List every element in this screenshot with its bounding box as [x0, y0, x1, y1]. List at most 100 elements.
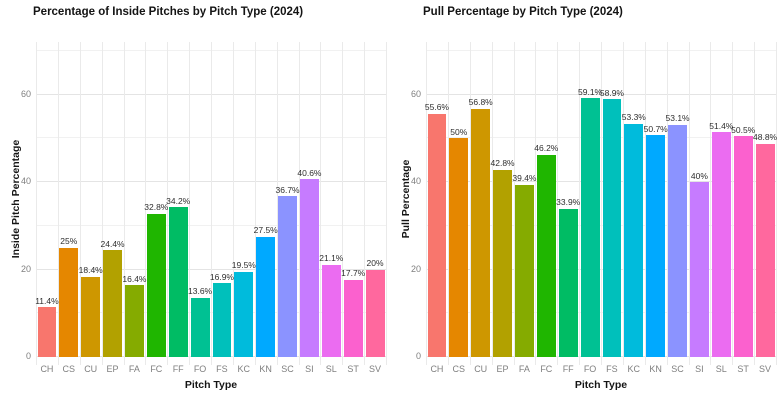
bar-ch [427, 113, 447, 357]
x-tick-label-fo: FO [193, 364, 207, 374]
chart-pull-percentage: Pull Percentage by Pitch Type (2024) Pul… [390, 0, 780, 402]
bar-value-label: 42.8% [490, 158, 515, 169]
gridline-vertical [36, 42, 37, 365]
bar-cell-sv: 48.8% [753, 42, 778, 357]
y-tick-label: 60 [410, 88, 421, 99]
gridline-vertical [211, 42, 212, 365]
bar-sl [711, 132, 731, 357]
bar-cell-ff: 34.2% [166, 42, 191, 357]
bar-cell-sc: 53.1% [666, 42, 690, 357]
gridline-vertical [298, 42, 300, 365]
bar-value-label: 46.2% [534, 143, 559, 154]
x-tick-label-sv: SV [369, 364, 382, 374]
bar-ch [37, 307, 57, 357]
x-tick-label-st: ST [347, 364, 359, 374]
gridline-vertical [123, 42, 125, 365]
y-tick-label: 60 [20, 88, 31, 99]
bar-value-label: 34.2% [166, 195, 191, 206]
gridline-vertical [254, 42, 256, 365]
bar-value-label: 39.4% [512, 173, 537, 184]
gridline-vertical [386, 42, 387, 365]
bar-cs [59, 247, 79, 357]
bar-value-label: 24.4% [100, 238, 125, 249]
bar-value-label: 56.8% [468, 97, 493, 107]
bar-value-label: 27.5% [253, 225, 278, 236]
bar-cell-ch: 11.4% [35, 42, 59, 357]
x-tick-label-fs: FS [606, 364, 618, 374]
x-tick-label-ep: EP [106, 364, 119, 374]
bar-sc [278, 196, 297, 357]
gridline-vertical [167, 42, 169, 365]
x-tick-label-si: SI [695, 364, 704, 374]
gridline-vertical [666, 42, 668, 365]
y-tick-label: 40 [20, 176, 31, 186]
gridline-vertical [622, 42, 624, 365]
bar-kc [624, 123, 644, 357]
gridline-vertical [732, 42, 734, 365]
gridline-vertical [557, 42, 559, 365]
gridline-vertical [145, 42, 147, 365]
bar-st [733, 136, 753, 357]
bar-fs [212, 283, 232, 357]
bar-value-label: 11.4% [35, 295, 59, 306]
x-tick-label-fo: FO [583, 364, 597, 374]
y-axis-ticks: 0 20 40 60 [390, 42, 421, 361]
gridline-vertical [491, 42, 493, 365]
bar-cell-si: 40% [689, 42, 711, 357]
x-tick-label-si: SI [305, 364, 314, 374]
bar-value-label: 59.1% [578, 86, 603, 97]
bar-value-label: 51.4% [709, 120, 734, 131]
x-tick-label-sl: SL [325, 364, 337, 374]
bar-ff [558, 208, 578, 357]
x-axis-ticks: CH CS CU EP FA FC FF FO FS KC KN SC SI SL ST SV [36, 363, 386, 375]
x-tick-label-kn: KN [259, 364, 272, 374]
bar-value-label: 53.3% [621, 112, 646, 123]
bar-cell-sv: 20% [364, 42, 386, 357]
bar-sv [755, 143, 775, 357]
y-tick-label: 20 [20, 263, 31, 274]
gridline-vertical [447, 42, 449, 365]
x-tick-label-st: ST [737, 364, 749, 374]
plot-panel: 55.6% 50% 56.8% 42.8% 39.4% 46.2% 33.9% 59.1% 58… [425, 42, 778, 365]
bar-cell-cu: 56.8% [468, 42, 493, 357]
bar-cell-st: 50.5% [731, 42, 755, 357]
bars: 11.4% 25% 18.4% 24.4% 16.4% 32.8% 34.2% 13.6% 16… [35, 42, 386, 357]
bar-cell-kc: 19.5% [232, 42, 256, 357]
plot-panel: 11.4% 25% 18.4% 24.4% 16.4% 32.8% 34.2% 13.6% 16… [35, 42, 387, 365]
gridline-vertical [364, 42, 366, 365]
bar-cell-kc: 53.3% [621, 42, 646, 357]
bar-value-label: 33.9% [556, 197, 581, 208]
bar-value-label: 21.1% [319, 253, 344, 264]
bar-value-label: 16.4% [122, 273, 147, 284]
x-tick-label-cs: CS [452, 364, 466, 374]
gridline-vertical [426, 42, 427, 365]
x-tick-label-ch: CH [430, 364, 444, 374]
gridline-vertical [710, 42, 712, 365]
gridline-vertical [232, 42, 234, 365]
bar-cell-kn: 27.5% [253, 42, 278, 357]
gridline-vertical [754, 42, 756, 365]
bar-value-label: 48.8% [753, 132, 778, 142]
bar-fs [602, 99, 622, 357]
x-tick-label-sl: SL [715, 364, 727, 374]
x-axis-ticks: CH CS CU EP FA FC FF FO FS KC KN SC SI SL ST SV [426, 363, 776, 375]
gridline-vertical [579, 42, 581, 365]
gridline-vertical [601, 42, 602, 365]
bar-st [343, 279, 363, 357]
gridline-vertical [79, 42, 81, 365]
gridline-vertical [513, 42, 515, 365]
x-tick-label-fs: FS [216, 364, 228, 374]
chart-inside-pitch-percentage: Percentage of Inside Pitches by Pitch Ty… [10, 6, 387, 391]
bar-cell-fa: 39.4% [512, 42, 537, 357]
bar-cell-fc: 32.8% [144, 42, 168, 357]
y-tick-label: 0 [25, 351, 31, 361]
bar-cell-cs: 25% [58, 42, 80, 357]
bar-cell-st: 17.7% [341, 42, 365, 357]
bar-value-label: 25% [60, 236, 78, 247]
gridline-vertical [688, 42, 690, 365]
gridline-vertical [57, 42, 59, 365]
bar-value-label: 16.9% [209, 271, 234, 282]
bar-cell-ep: 42.8% [490, 42, 515, 357]
bar-sc [668, 124, 687, 357]
